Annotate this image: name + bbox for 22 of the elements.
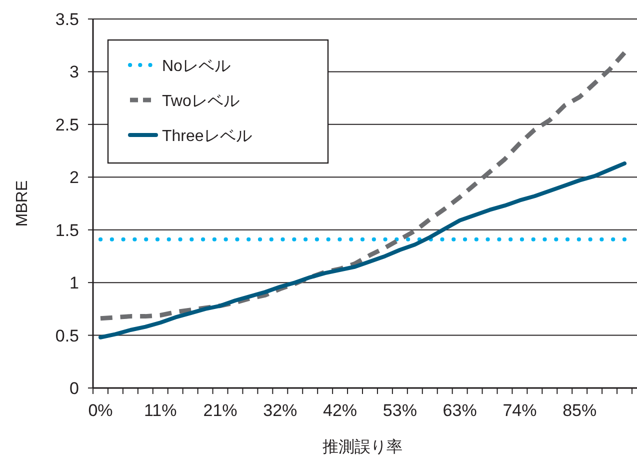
y-tick-label: 1 bbox=[70, 274, 79, 293]
x-axis-title: 推測誤り率 bbox=[322, 438, 402, 456]
x-tick-label: 0% bbox=[88, 401, 113, 420]
x-tick-label: 21% bbox=[203, 401, 238, 420]
y-axis-title: MBRE bbox=[14, 180, 31, 227]
x-tick-label: 74% bbox=[502, 401, 537, 420]
x-tick-label: 63% bbox=[442, 401, 477, 420]
legend-label: Twoレベル bbox=[162, 93, 240, 110]
y-tick-label: 2 bbox=[70, 168, 79, 188]
y-tick-label: 3 bbox=[70, 62, 79, 82]
x-tick-label: 85% bbox=[562, 401, 597, 420]
x-tick-label: 53% bbox=[382, 401, 417, 420]
x-tick-label: 42% bbox=[323, 401, 358, 420]
y-tick-label: 1.5 bbox=[55, 220, 79, 240]
x-tick-label: 11% bbox=[144, 401, 177, 420]
legend-label: Threeレベル bbox=[162, 128, 252, 145]
x-tick-label: 32% bbox=[263, 401, 298, 420]
legend-label: Noレベル bbox=[162, 58, 230, 75]
y-tick-label: 0 bbox=[70, 379, 79, 398]
y-tick-label: 2.5 bbox=[55, 115, 79, 134]
y-tick-label: 3.5 bbox=[55, 10, 79, 29]
y-tick-label: 0.5 bbox=[55, 326, 79, 346]
